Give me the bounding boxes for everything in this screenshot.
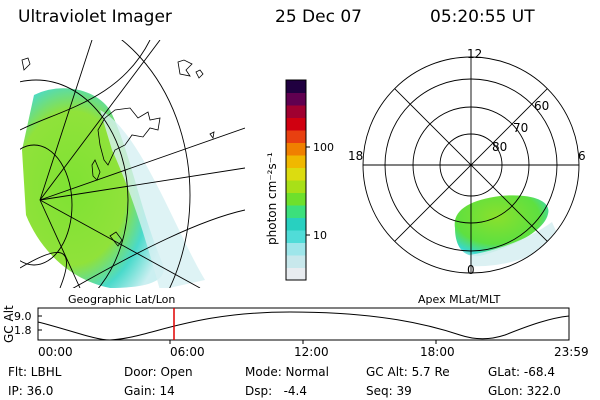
colorbar-segment: [286, 180, 306, 193]
gc-alt-plot: [37, 307, 570, 344]
info-glon: GLon: 322.0: [488, 384, 561, 398]
colorbar-segment: [286, 105, 306, 118]
colorbar-tick-label: 100: [313, 141, 334, 154]
colorbar-segment: [286, 117, 306, 131]
mlt-label: 18: [348, 149, 363, 163]
gc-alt-ytick-low: 1.8: [14, 324, 32, 337]
colorbar-label: photon cm⁻²s⁻¹: [265, 152, 279, 245]
apex-panel-label: Apex MLat/MLT: [418, 293, 501, 306]
colorbar-frame: [285, 79, 307, 281]
info-filter: Flt: LBHL: [8, 365, 62, 379]
colorbar-segment: [286, 242, 306, 256]
mlat-label: 70: [513, 121, 528, 135]
geographic-panel-label: Geographic Lat/Lon: [68, 293, 175, 306]
colorbar-segment: [286, 92, 306, 106]
gc-alt-ytick-high: 9.0: [14, 310, 32, 323]
info-mode: Mode: Normal: [245, 365, 329, 379]
colorbar-segment: [286, 142, 306, 156]
colorbar-segment: [286, 205, 306, 218]
info-ip: IP: 36.0: [8, 384, 54, 398]
xtick-12: 12:00: [294, 345, 329, 359]
instrument-title: Ultraviolet Imager: [18, 7, 172, 27]
colorbar-segment: [286, 230, 306, 243]
colorbar-segment: [286, 267, 306, 281]
info-gain: Gain: 14: [124, 384, 175, 398]
colorbar-segment: [286, 192, 306, 206]
info-seq: Seq: 39: [366, 384, 412, 398]
gc-alt-ylabel: GC Alt: [2, 305, 16, 343]
gc-alt-curve: [37, 311, 570, 341]
colorbar-segment: [286, 255, 306, 268]
xtick-00: 00:00: [38, 345, 73, 359]
mlt-label: 0: [467, 263, 475, 277]
colorbar-segment: [286, 217, 306, 231]
colorbar-ticks: 100 10: [306, 141, 334, 242]
xtick-18: 18:00: [420, 345, 455, 359]
xtick-06: 06:00: [170, 345, 205, 359]
colorbar-segment: [286, 167, 306, 181]
observation-date: 25 Dec 07: [275, 7, 362, 27]
mlt-label: 6: [578, 149, 586, 163]
colorbar-segment: [286, 155, 306, 168]
colorbar: [285, 79, 307, 281]
observation-time: 05:20:55 UT: [430, 7, 535, 27]
mlt-label: 12: [467, 47, 482, 61]
info-dsp: Dsp: -4.4: [245, 384, 308, 398]
colorbar-segment: [286, 130, 306, 143]
info-door: Door: Open: [124, 365, 193, 379]
xtick-2359: 23:59: [554, 345, 589, 359]
info-gc-alt: GC Alt: 5.7 Re: [366, 365, 450, 379]
mlat-label: 60: [534, 99, 549, 113]
aurora-emission-apex: [454, 195, 549, 257]
colorbar-segment: [286, 80, 306, 93]
mlat-label: 80: [492, 140, 507, 154]
colorbar-tick-label: 10: [313, 229, 327, 242]
coastline-outline: [21, 57, 215, 247]
info-glat: GLat: -68.4: [488, 365, 555, 379]
geographic-map: [20, 40, 245, 288]
